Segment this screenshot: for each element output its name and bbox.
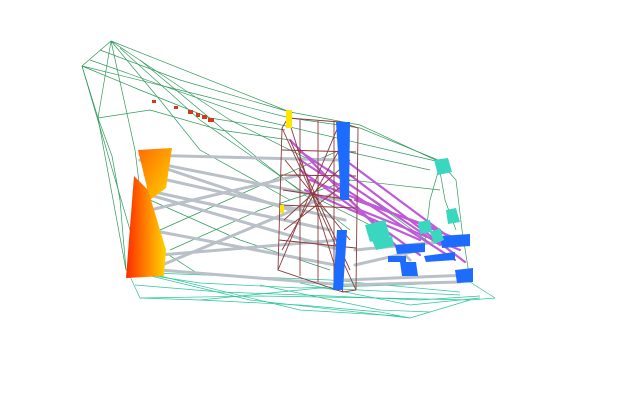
warm-gradient-panel xyxy=(126,148,172,278)
teal-members xyxy=(365,158,460,250)
floor-wireframe xyxy=(125,269,496,319)
red-markers xyxy=(152,100,214,122)
blue-members xyxy=(333,122,473,290)
yellow-accent xyxy=(280,110,292,213)
